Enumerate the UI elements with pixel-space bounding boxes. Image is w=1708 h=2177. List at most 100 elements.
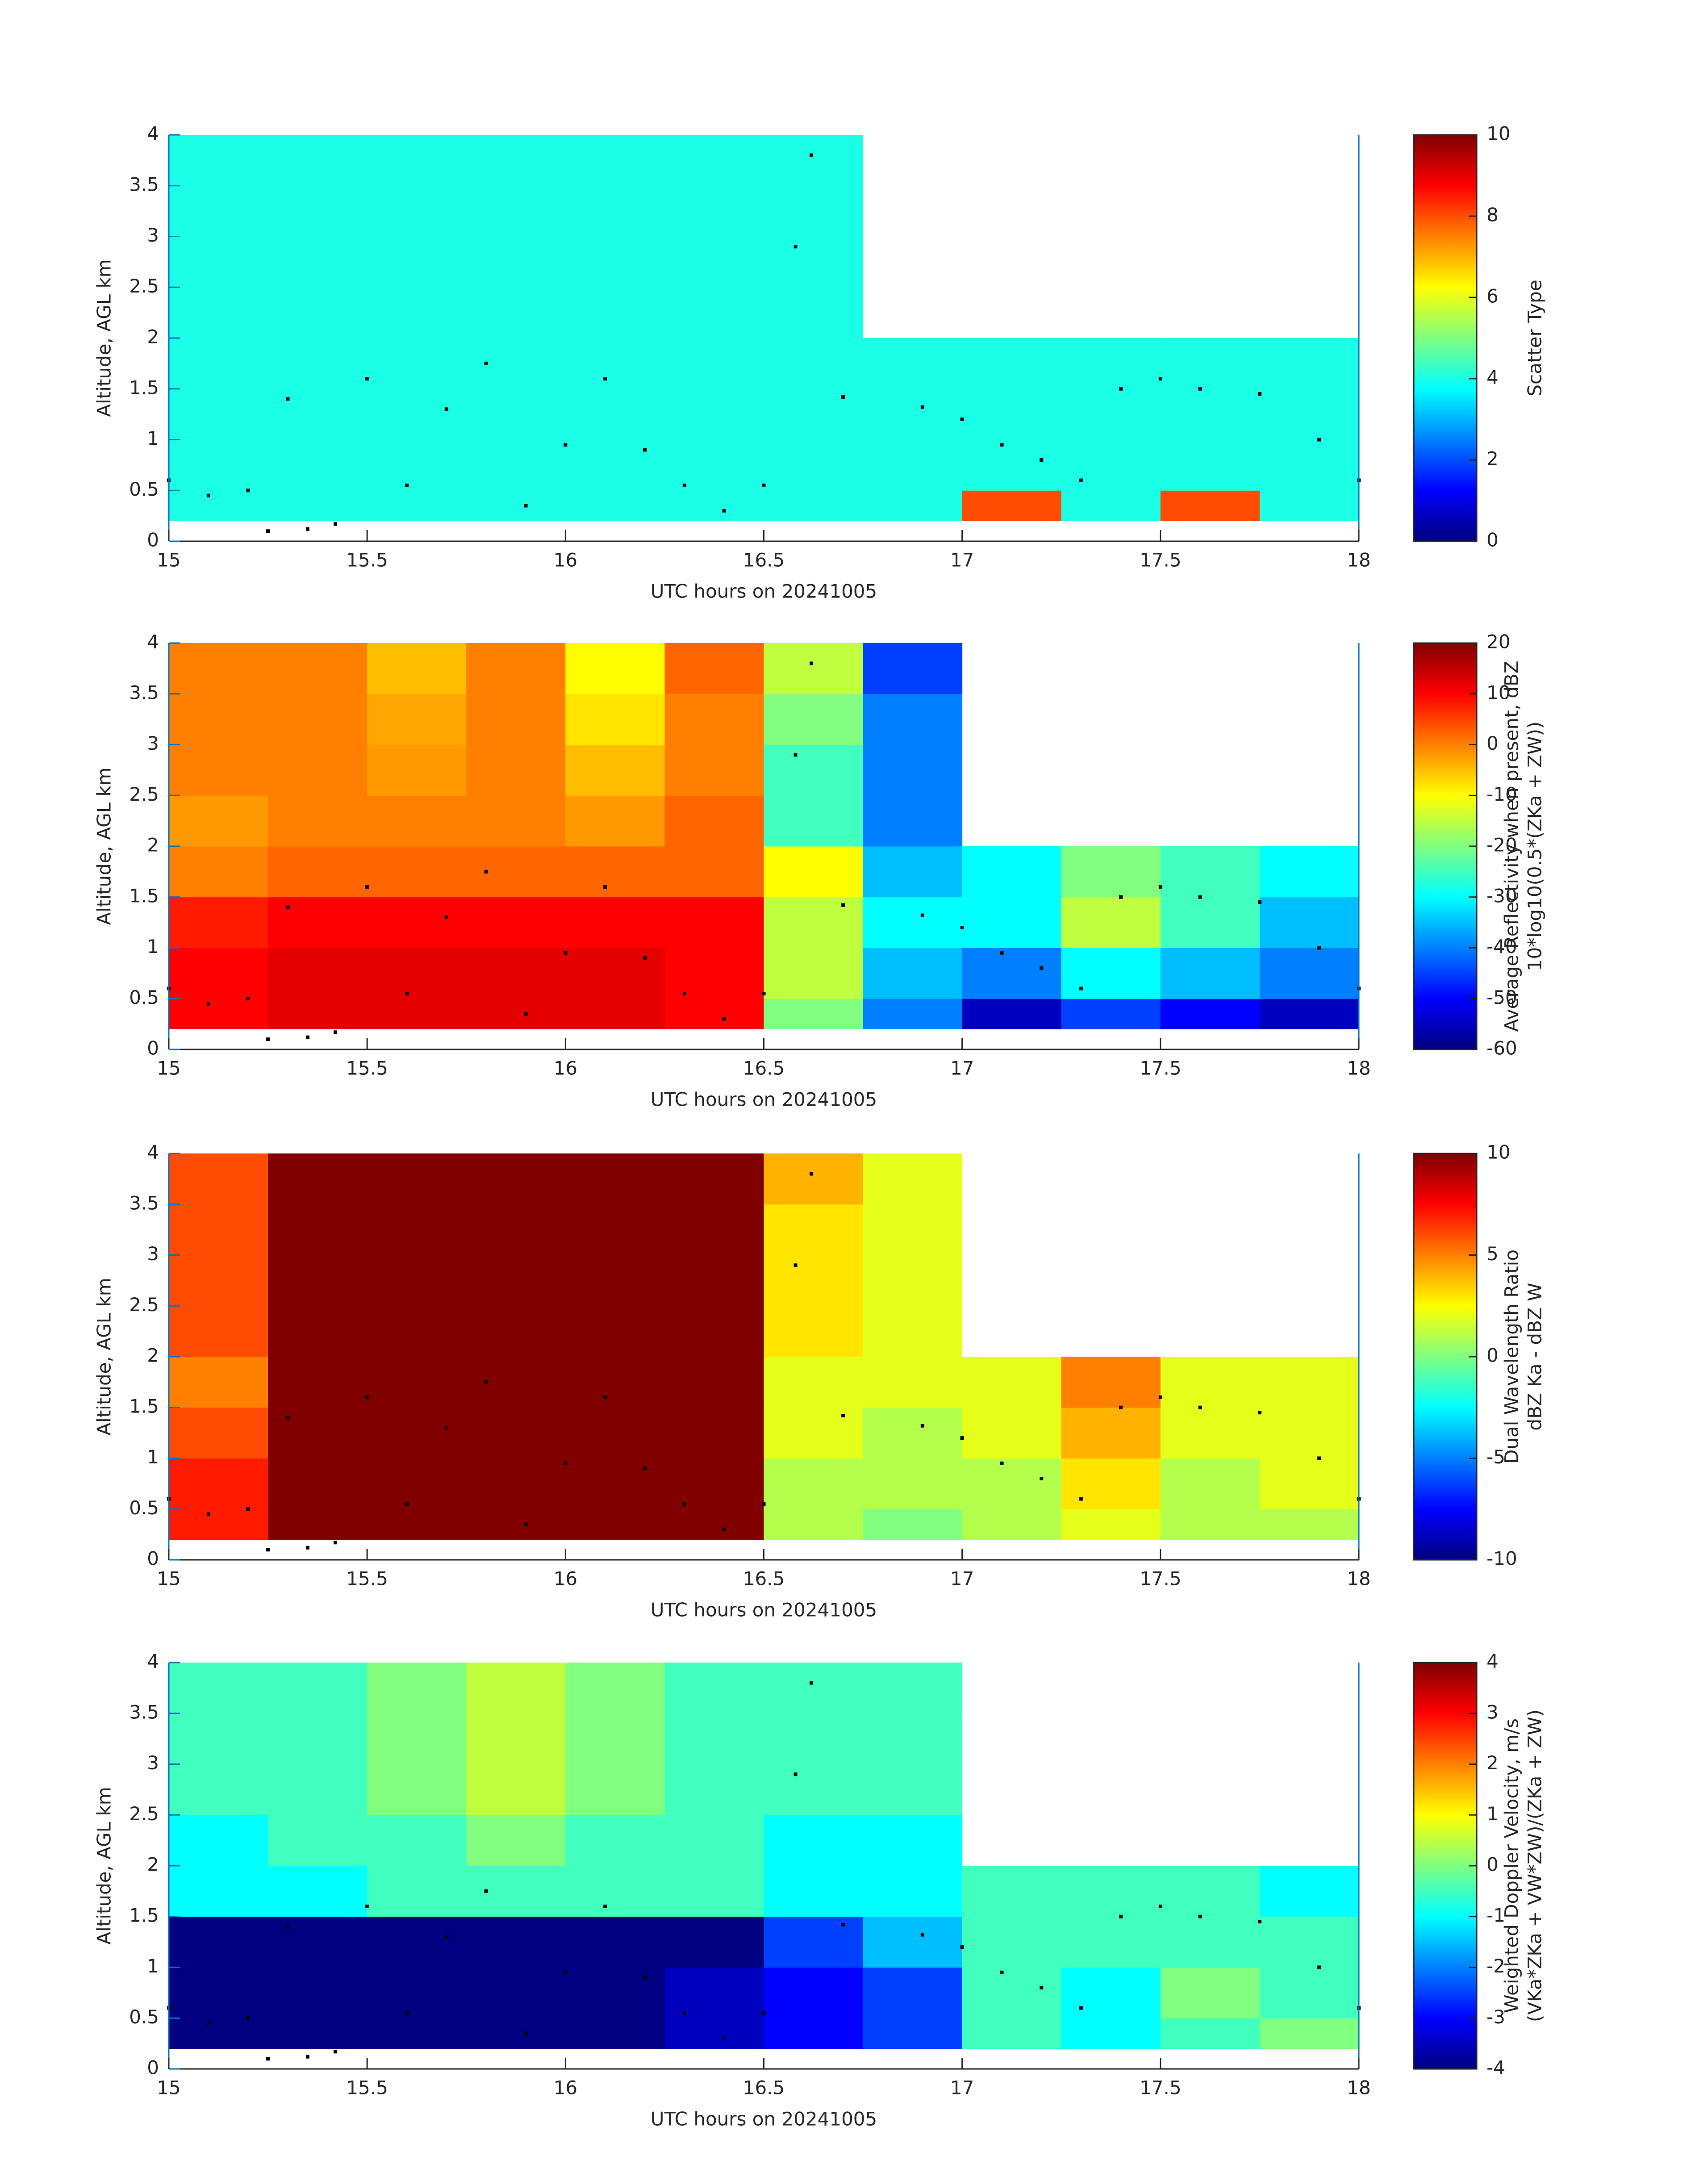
heatmap-cell bbox=[367, 1407, 467, 1458]
heatmap-cell bbox=[764, 694, 864, 745]
track-point bbox=[841, 1922, 845, 1926]
track-point bbox=[1119, 1405, 1123, 1409]
heatmap-cell bbox=[863, 1509, 963, 1540]
track-point bbox=[643, 448, 647, 452]
heatmap-cell bbox=[863, 1866, 963, 1917]
x-tick-label: 17 bbox=[950, 549, 974, 571]
heatmap-cell bbox=[863, 1663, 963, 1714]
heatmap-cell bbox=[764, 1458, 864, 1509]
heatmap-cell bbox=[764, 1204, 864, 1255]
track-point bbox=[305, 527, 309, 531]
heatmap-cell bbox=[367, 1509, 467, 1540]
y-tick-label: 0.5 bbox=[129, 2006, 159, 2028]
heatmap-cell bbox=[268, 694, 367, 745]
heatmap-cell bbox=[863, 999, 963, 1029]
track-point bbox=[1040, 966, 1044, 970]
y-axis-label: Altitude, AGL km bbox=[93, 259, 115, 417]
heatmap-cell bbox=[169, 1663, 268, 1714]
heatmap-cell bbox=[169, 135, 268, 186]
track-point bbox=[841, 395, 845, 399]
heatmap-cell bbox=[664, 1204, 764, 1255]
y-tick-label: 1.5 bbox=[129, 1904, 159, 1926]
x-tick-label: 15 bbox=[157, 1568, 180, 1590]
track-point bbox=[334, 1030, 338, 1034]
track-point bbox=[484, 869, 488, 873]
heatmap-cell bbox=[1160, 338, 1260, 389]
heatmap-cell bbox=[863, 389, 963, 440]
heatmap-cell bbox=[664, 1407, 764, 1458]
heatmap-cell bbox=[764, 338, 864, 389]
track-point bbox=[920, 1933, 924, 1937]
track-point bbox=[841, 903, 845, 907]
track-point bbox=[206, 2021, 210, 2025]
heatmap-cell bbox=[268, 1407, 367, 1458]
track-point bbox=[1040, 1986, 1044, 1989]
colorbar-tick-label: -5 bbox=[1487, 1446, 1505, 1468]
colorbar-tick-label: -30 bbox=[1487, 885, 1517, 907]
x-tick-label: 18 bbox=[1347, 549, 1370, 571]
heatmap-cell bbox=[466, 135, 566, 186]
track-point bbox=[246, 489, 250, 493]
heatmap-cell bbox=[565, 744, 665, 796]
heatmap-cell bbox=[962, 389, 1062, 440]
heatmap-cell bbox=[1061, 2018, 1161, 2049]
track-point bbox=[305, 1546, 309, 1550]
heatmap-cell bbox=[169, 1204, 268, 1255]
track-point bbox=[960, 1436, 964, 1440]
heatmap-cell bbox=[466, 795, 566, 847]
heatmap-cell bbox=[169, 1407, 268, 1458]
heatmap-cell bbox=[565, 1306, 665, 1357]
colorbar-tick-label: -3 bbox=[1487, 2006, 1505, 2028]
heatmap-cell bbox=[664, 1967, 764, 2018]
heatmap-cell bbox=[863, 1967, 963, 2018]
heatmap-cell bbox=[565, 185, 665, 237]
x-tick-label: 16.5 bbox=[743, 549, 785, 571]
y-tick-label: 4 bbox=[147, 1141, 159, 1163]
heatmap-cell bbox=[466, 389, 566, 440]
x-tick-label: 15.5 bbox=[346, 549, 388, 571]
y-tick-label: 3.5 bbox=[129, 681, 159, 703]
heatmap-cell bbox=[268, 948, 367, 999]
y-tick-label: 4 bbox=[147, 1651, 159, 1672]
track-point bbox=[286, 905, 290, 909]
heatmap-cell bbox=[962, 1509, 1062, 1540]
heatmap-cell bbox=[565, 1916, 665, 1968]
heatmap-cell bbox=[565, 135, 665, 186]
y-tick-label: 0 bbox=[147, 529, 159, 551]
heatmap-cell bbox=[863, 2018, 963, 2049]
track-point bbox=[524, 1012, 528, 1016]
heatmap-cell bbox=[565, 1357, 665, 1408]
heatmap-cell bbox=[169, 287, 268, 338]
heatmap-cell bbox=[466, 1204, 566, 1255]
heatmap-cell bbox=[169, 999, 268, 1029]
x-tick-label: 18 bbox=[1347, 2077, 1370, 2099]
y-tick-label: 3 bbox=[147, 1243, 159, 1265]
heatmap-cell bbox=[466, 1967, 566, 2018]
y-tick-label: 4 bbox=[147, 123, 159, 145]
heatmap-cell bbox=[466, 338, 566, 389]
x-tick-label: 15.5 bbox=[346, 1057, 388, 1079]
heatmap-cell bbox=[169, 185, 268, 237]
heatmap-cell bbox=[367, 2018, 467, 2049]
heatmap-cell bbox=[565, 1967, 665, 2018]
heatmap-cell bbox=[1259, 2018, 1359, 2049]
heatmap-cell bbox=[863, 1306, 963, 1357]
heatmap-cell bbox=[466, 1866, 566, 1917]
heatmap-cell bbox=[367, 744, 467, 796]
heatmap-cell bbox=[1061, 338, 1161, 389]
heatmap-cell bbox=[664, 1509, 764, 1540]
y-tick-label: 2 bbox=[147, 1345, 159, 1366]
heatmap-cell bbox=[664, 1306, 764, 1357]
heatmap-cell bbox=[1061, 1458, 1161, 1509]
heatmap-cell bbox=[664, 744, 764, 796]
track-point bbox=[1040, 1477, 1044, 1480]
heatmap-cell bbox=[466, 1153, 566, 1205]
heatmap-cell bbox=[764, 1407, 864, 1458]
heatmap-cell bbox=[466, 846, 566, 898]
heatmap-cell bbox=[962, 338, 1062, 389]
heatmap-cell bbox=[367, 1713, 467, 1764]
heatmap-cell bbox=[466, 999, 566, 1029]
heatmap-cell bbox=[863, 1713, 963, 1764]
track-point bbox=[722, 2036, 726, 2040]
y-tick-label: 2 bbox=[147, 834, 159, 856]
